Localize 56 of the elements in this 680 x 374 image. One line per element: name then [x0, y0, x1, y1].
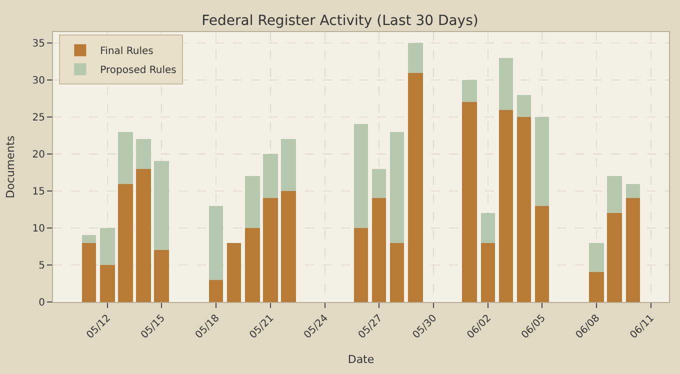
bar: [517, 117, 531, 302]
bar: [263, 198, 278, 302]
bar: [462, 80, 477, 102]
bar: [390, 243, 404, 302]
bar: [390, 132, 404, 243]
legend-label: Final Rules: [100, 46, 154, 58]
bar: [517, 95, 531, 117]
y-tick-label: 30: [32, 76, 45, 87]
bar: [118, 132, 133, 184]
bar: [607, 176, 622, 213]
bar: [372, 198, 386, 302]
bar: [209, 280, 223, 302]
bar: [354, 228, 368, 302]
bar: [82, 235, 96, 243]
bar: [626, 198, 640, 302]
chart-title: Federal Register Activity (Last 30 Days): [202, 12, 478, 29]
y-tick-label: 25: [32, 112, 45, 124]
bar: [82, 243, 96, 302]
bar: [535, 117, 549, 206]
y-axis-title: Documents: [4, 135, 17, 198]
bar: [607, 213, 622, 302]
bar: [499, 58, 513, 110]
y-tick-label: 20: [32, 150, 45, 161]
bar: [136, 139, 151, 169]
bar: [462, 102, 477, 302]
bar: [263, 154, 278, 198]
bar: [408, 73, 423, 302]
bar: [499, 110, 513, 302]
bar: [100, 228, 115, 265]
bar: [136, 169, 151, 302]
bar: [481, 213, 495, 243]
bar: [154, 161, 169, 250]
y-tick-label: 5: [38, 260, 45, 272]
bar: [154, 250, 169, 302]
bar: [245, 176, 260, 228]
bar: [227, 243, 241, 302]
y-tick-label: 35: [32, 38, 45, 50]
bar: [245, 228, 260, 302]
bar: [589, 272, 604, 302]
bar: [209, 206, 223, 280]
bar: [100, 265, 115, 302]
x-axis-title: Date: [348, 353, 374, 366]
bar: [281, 191, 296, 302]
y-tick-label: 15: [32, 186, 45, 198]
y-tick-label: 0: [38, 298, 45, 308]
y-tick-label: 10: [32, 224, 45, 235]
bar: [589, 243, 604, 272]
bar: [408, 43, 423, 73]
bar: [535, 206, 549, 302]
bar: [281, 139, 296, 191]
bar: [481, 243, 495, 302]
legend-label: Proposed Rules: [100, 65, 176, 76]
bar: [372, 169, 386, 198]
bar: [118, 184, 133, 302]
bar: [354, 124, 368, 228]
bar: [626, 184, 640, 198]
